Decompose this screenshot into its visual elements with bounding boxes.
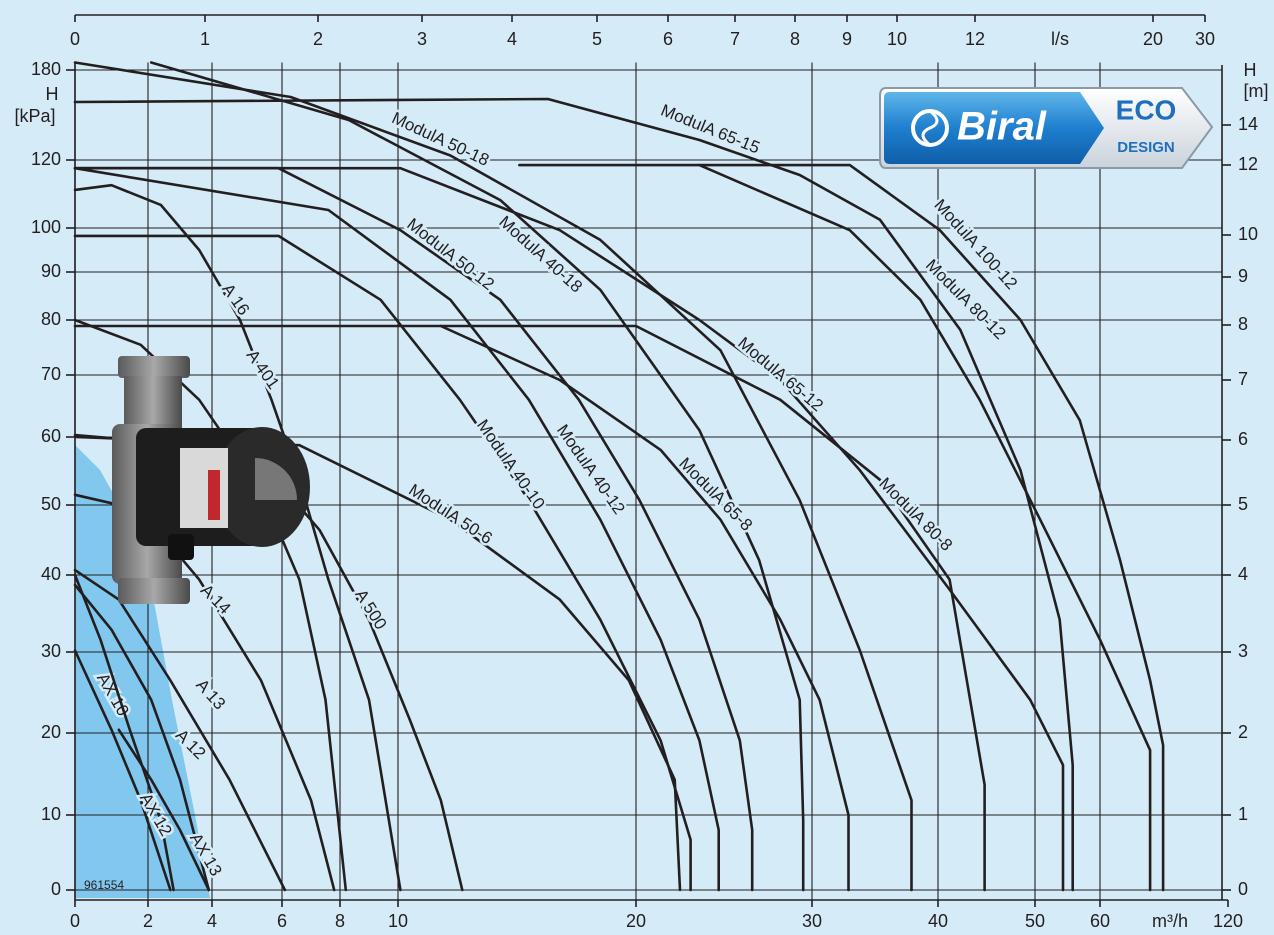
y-tick-label: 120 (31, 149, 61, 169)
x-axis-label: m³/h (1152, 911, 1188, 931)
x-tick-label: 30 (802, 911, 822, 931)
y-tick-label: 20 (41, 722, 61, 742)
y-tick-label: 40 (41, 564, 61, 584)
pump-flange-bottom (118, 578, 190, 604)
x-tick-label: 20 (626, 911, 646, 931)
logo-brand: Biral (957, 105, 1047, 149)
y2-tick-label: 8 (1238, 314, 1248, 334)
y-tick-label: 100 (31, 217, 61, 237)
x2-tick-label: 4 (507, 29, 517, 49)
y2-axis-label: H (1244, 60, 1257, 80)
y2-tick-label: 2 (1238, 722, 1248, 742)
x-tick-label: 0 (70, 911, 80, 931)
x2-tick-label: 9 (842, 29, 852, 49)
x2-tick-label: 8 (790, 29, 800, 49)
logo: Biral ECO DESIGN (880, 88, 1212, 168)
y-tick-label: 70 (41, 364, 61, 384)
x-tick-label: 4 (207, 911, 217, 931)
y-tick-label: 90 (41, 261, 61, 281)
x2-tick-label: 3 (417, 29, 427, 49)
pump-flange-top (118, 356, 190, 378)
curve-label: ModulA 50-12 (403, 214, 497, 294)
curve-label: A 16 (218, 280, 253, 319)
y-tick-label: 30 (41, 641, 61, 661)
y2-tick-label: 5 (1238, 494, 1248, 514)
pump-label-stripe (208, 470, 220, 520)
x2-tick-label: 10 (887, 29, 907, 49)
x2-axis-label: l/s (1051, 29, 1069, 49)
drawing-code: 961554 (84, 878, 124, 892)
curve-label: A 500 (351, 586, 390, 633)
x2-tick-label: 0 (70, 29, 80, 49)
y2-tick-label: 14 (1238, 114, 1258, 134)
x-tick-label: 40 (928, 911, 948, 931)
y-tick-label: 10 (41, 804, 61, 824)
x2-tick-label: 20 (1143, 29, 1163, 49)
y2-tick-label: 4 (1238, 564, 1248, 584)
logo-design: DESIGN (1117, 139, 1175, 156)
x2-tick-label: 5 (592, 29, 602, 49)
x-tick-label: 2 (143, 911, 153, 931)
x-tick-label: 120 (1213, 911, 1243, 931)
x2-tick-label: 30 (1195, 29, 1215, 49)
curve-label: ModulA 40-10 (473, 416, 549, 513)
y2-tick-label: 3 (1238, 641, 1248, 661)
pump-image (112, 356, 310, 604)
y2-tick-label: 10 (1238, 224, 1258, 244)
y-tick-label: 50 (41, 494, 61, 514)
x-tick-label: 8 (335, 911, 345, 931)
x-tick-label: 50 (1025, 911, 1045, 931)
logo-eco: ECO (1116, 94, 1177, 125)
x2-tick-label: 1 (200, 29, 210, 49)
x2-tick-label: 12 (965, 29, 985, 49)
curve-label: ModulA 65-15 (658, 101, 762, 158)
chart: ModulA 50-18ModulA 65-15ModulA 100-12Mod… (0, 0, 1274, 935)
curve-label: A 401 (243, 346, 284, 393)
y-tick-label: 60 (41, 426, 61, 446)
x2-tick-label: 6 (663, 29, 673, 49)
y-tick-label: 80 (41, 309, 61, 329)
pump-connector (168, 534, 194, 560)
y2-tick-label: 7 (1238, 369, 1248, 389)
x-tick-label: 60 (1090, 911, 1110, 931)
x2-tick-label: 2 (313, 29, 323, 49)
curve-label: A 13 (192, 675, 229, 713)
y2-tick-label: 1 (1238, 804, 1248, 824)
pump-label-panel (180, 448, 228, 528)
y-axis-label: H (46, 84, 59, 104)
y2-tick-label: 6 (1238, 429, 1248, 449)
y2-axis-label: [m] (1244, 81, 1269, 101)
x-tick-label: 6 (277, 911, 287, 931)
curve-label: ModulA 50-6 (405, 480, 495, 548)
x2-tick-label: 7 (730, 29, 740, 49)
y-axis-label: [kPa] (14, 106, 55, 126)
y-tick-label: 0 (51, 879, 61, 899)
y-tick-label: 180 (31, 59, 61, 79)
y2-tick-label: 12 (1238, 154, 1258, 174)
y2-tick-label: 0 (1238, 879, 1248, 899)
x-tick-label: 10 (388, 911, 408, 931)
y2-tick-label: 9 (1238, 266, 1248, 286)
